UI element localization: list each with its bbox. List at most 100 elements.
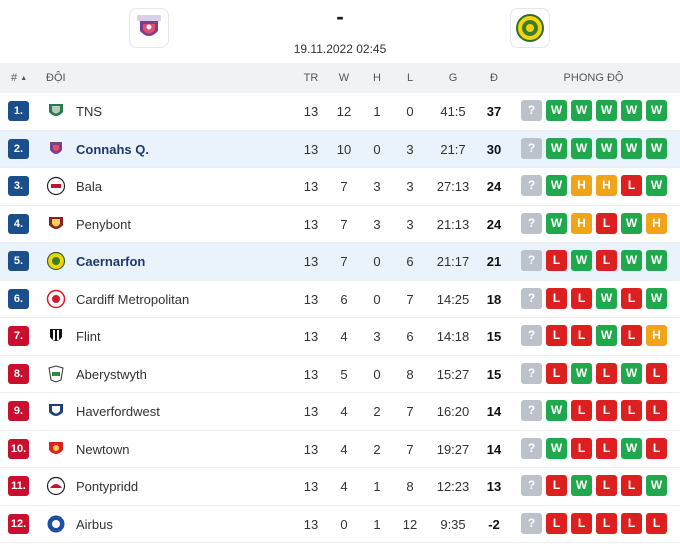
form-result-badge[interactable]: L [621,512,642,534]
next-match-indicator[interactable]: ? [521,400,542,421]
team-name[interactable]: TNS [76,104,102,119]
form-result-badge[interactable]: L [646,400,667,421]
form-result-badge[interactable]: L [621,287,642,309]
form-result-badge[interactable]: W [571,475,592,496]
next-match-indicator[interactable]: ? [521,287,542,309]
form-result-badge[interactable]: L [596,437,617,459]
form-result-badge[interactable]: W [546,100,567,121]
form-result-badge[interactable]: W [596,287,617,309]
form-result-badge[interactable]: H [571,175,592,196]
table-row[interactable]: 6. Cardiff Metropolitan 13 6 0 7 14:25 18? L L W L W [0,281,680,318]
form-result-badge[interactable]: L [646,362,667,384]
form-result-badge[interactable]: W [546,212,567,234]
form-result-badge[interactable]: W [621,137,642,159]
form-result-badge[interactable]: L [571,512,592,534]
table-row[interactable]: 9. Haverfordwest 13 4 2 7 16:20 14? W L L L L [0,393,680,431]
next-match-indicator[interactable]: ? [521,212,542,234]
next-match-indicator[interactable]: ? [521,250,542,271]
team-name[interactable]: Cardiff Metropolitan [76,291,190,307]
next-match-indicator[interactable]: ? [521,137,542,159]
form-result-badge[interactable]: W [596,325,617,346]
form-result-badge[interactable]: H [571,212,592,234]
form-result-badge[interactable]: W [646,175,667,196]
form-result-badge[interactable]: W [621,100,642,121]
next-match-indicator[interactable]: ? [521,325,542,346]
table-row[interactable]: 12. Airbus 13 0 1 12 9:35 -2? L L L L L [0,506,680,543]
form-result-badge[interactable]: L [621,475,642,496]
form-result-badge[interactable]: H [646,325,667,346]
form-result-badge[interactable]: W [546,400,567,421]
form-result-badge[interactable]: W [596,100,617,121]
form-result-badge[interactable]: L [546,325,567,346]
form-result-badge[interactable]: L [571,287,592,309]
team-name[interactable]: Haverfordwest [76,404,160,419]
table-row[interactable]: 2. Connahs Q. 13 10 0 3 21:7 30? W W W W W [0,130,680,168]
form-result-badge[interactable]: L [621,175,642,196]
form-result-badge[interactable]: L [621,400,642,421]
form-result-badge[interactable]: L [571,437,592,459]
played-value: 13 [303,479,319,494]
next-match-indicator[interactable]: ? [521,437,542,459]
home-team-logo[interactable] [129,8,169,48]
team-name[interactable]: Caernarfon [76,254,146,269]
next-match-indicator[interactable]: ? [521,475,542,496]
form-result-badge[interactable]: W [571,250,592,271]
next-match-indicator[interactable]: ? [521,175,542,196]
form-result-badge[interactable]: W [571,362,592,384]
form-result-badge[interactable]: H [596,175,617,196]
next-match-indicator[interactable]: ? [521,512,542,534]
form-result-badge[interactable]: L [546,250,567,271]
form-result-badge[interactable]: L [546,512,567,534]
form-result-badge[interactable]: W [621,212,642,234]
table-row[interactable]: 7. Flint 13 4 3 6 14:18 15? L L W L H [0,318,680,356]
form-result-badge[interactable]: L [571,325,592,346]
form-result-badge[interactable]: L [596,250,617,271]
form-result-badge[interactable]: W [646,100,667,121]
form-result-badge[interactable]: L [646,512,667,534]
table-row[interactable]: 1. TNS 13 12 1 0 41:5 37? W W W W W [0,93,680,131]
form-result-badge[interactable]: W [596,137,617,159]
table-row[interactable]: 8. Aberystwyth 13 5 0 8 15:27 15? L W L W L [0,356,680,393]
table-row[interactable]: 3. Bala 13 7 3 3 27:13 24? W H H L W [0,168,680,206]
table-row[interactable]: 11. Pontypridd 13 4 1 8 12:23 13? L W L L W [0,468,680,506]
form-result-badge[interactable]: W [546,437,567,459]
form-result-badge[interactable]: L [646,437,667,459]
form-result-badge[interactable]: L [546,362,567,384]
next-match-indicator[interactable]: ? [521,100,542,121]
form-result-badge[interactable]: H [646,212,667,234]
table-row[interactable]: 10. Newtown 13 4 2 7 19:27 14? W L L W L [0,431,680,468]
form-result-badge[interactable]: W [546,137,567,159]
form-result-badge[interactable]: W [646,137,667,159]
form-result-badge[interactable]: W [621,437,642,459]
team-name[interactable]: Pontypridd [76,479,139,494]
team-name[interactable]: Aberystwyth [76,366,147,382]
away-team-logo[interactable] [510,8,550,48]
form-result-badge[interactable]: W [571,100,592,121]
team-name[interactable]: Newtown [76,441,130,457]
form-result-badge[interactable]: L [596,362,617,384]
team-name[interactable]: Flint [76,329,101,344]
next-match-indicator[interactable]: ? [521,362,542,384]
form-result-badge[interactable]: W [546,175,567,196]
form-result-badge[interactable]: L [571,400,592,421]
table-row[interactable]: 5. Caernarfon 13 7 0 6 21:17 21? L W L W W [0,243,680,281]
form-result-badge[interactable]: L [546,475,567,496]
form-result-badge[interactable]: L [596,212,617,234]
form-result-badge[interactable]: W [646,475,667,496]
form-result-badge[interactable]: L [621,325,642,346]
form-result-badge[interactable]: W [621,362,642,384]
form-result-badge[interactable]: L [596,512,617,534]
team-name[interactable]: Airbus [76,516,113,532]
form-result-badge[interactable]: L [596,400,617,421]
table-row[interactable]: 4. Penybont 13 7 3 3 21:13 24? W H L W H [0,206,680,243]
form-result-badge[interactable]: W [571,137,592,159]
form-result-badge[interactable]: L [546,287,567,309]
team-name[interactable]: Connahs Q. [76,141,149,157]
team-name[interactable]: Bala [76,179,103,194]
form-result-badge[interactable]: W [646,250,667,271]
form-result-badge[interactable]: W [621,250,642,271]
form-result-badge[interactable]: W [646,287,667,309]
rank-column-header[interactable]: # ▲ [11,63,27,93]
form-result-badge[interactable]: L [596,475,617,496]
team-name[interactable]: Penybont [76,216,131,232]
